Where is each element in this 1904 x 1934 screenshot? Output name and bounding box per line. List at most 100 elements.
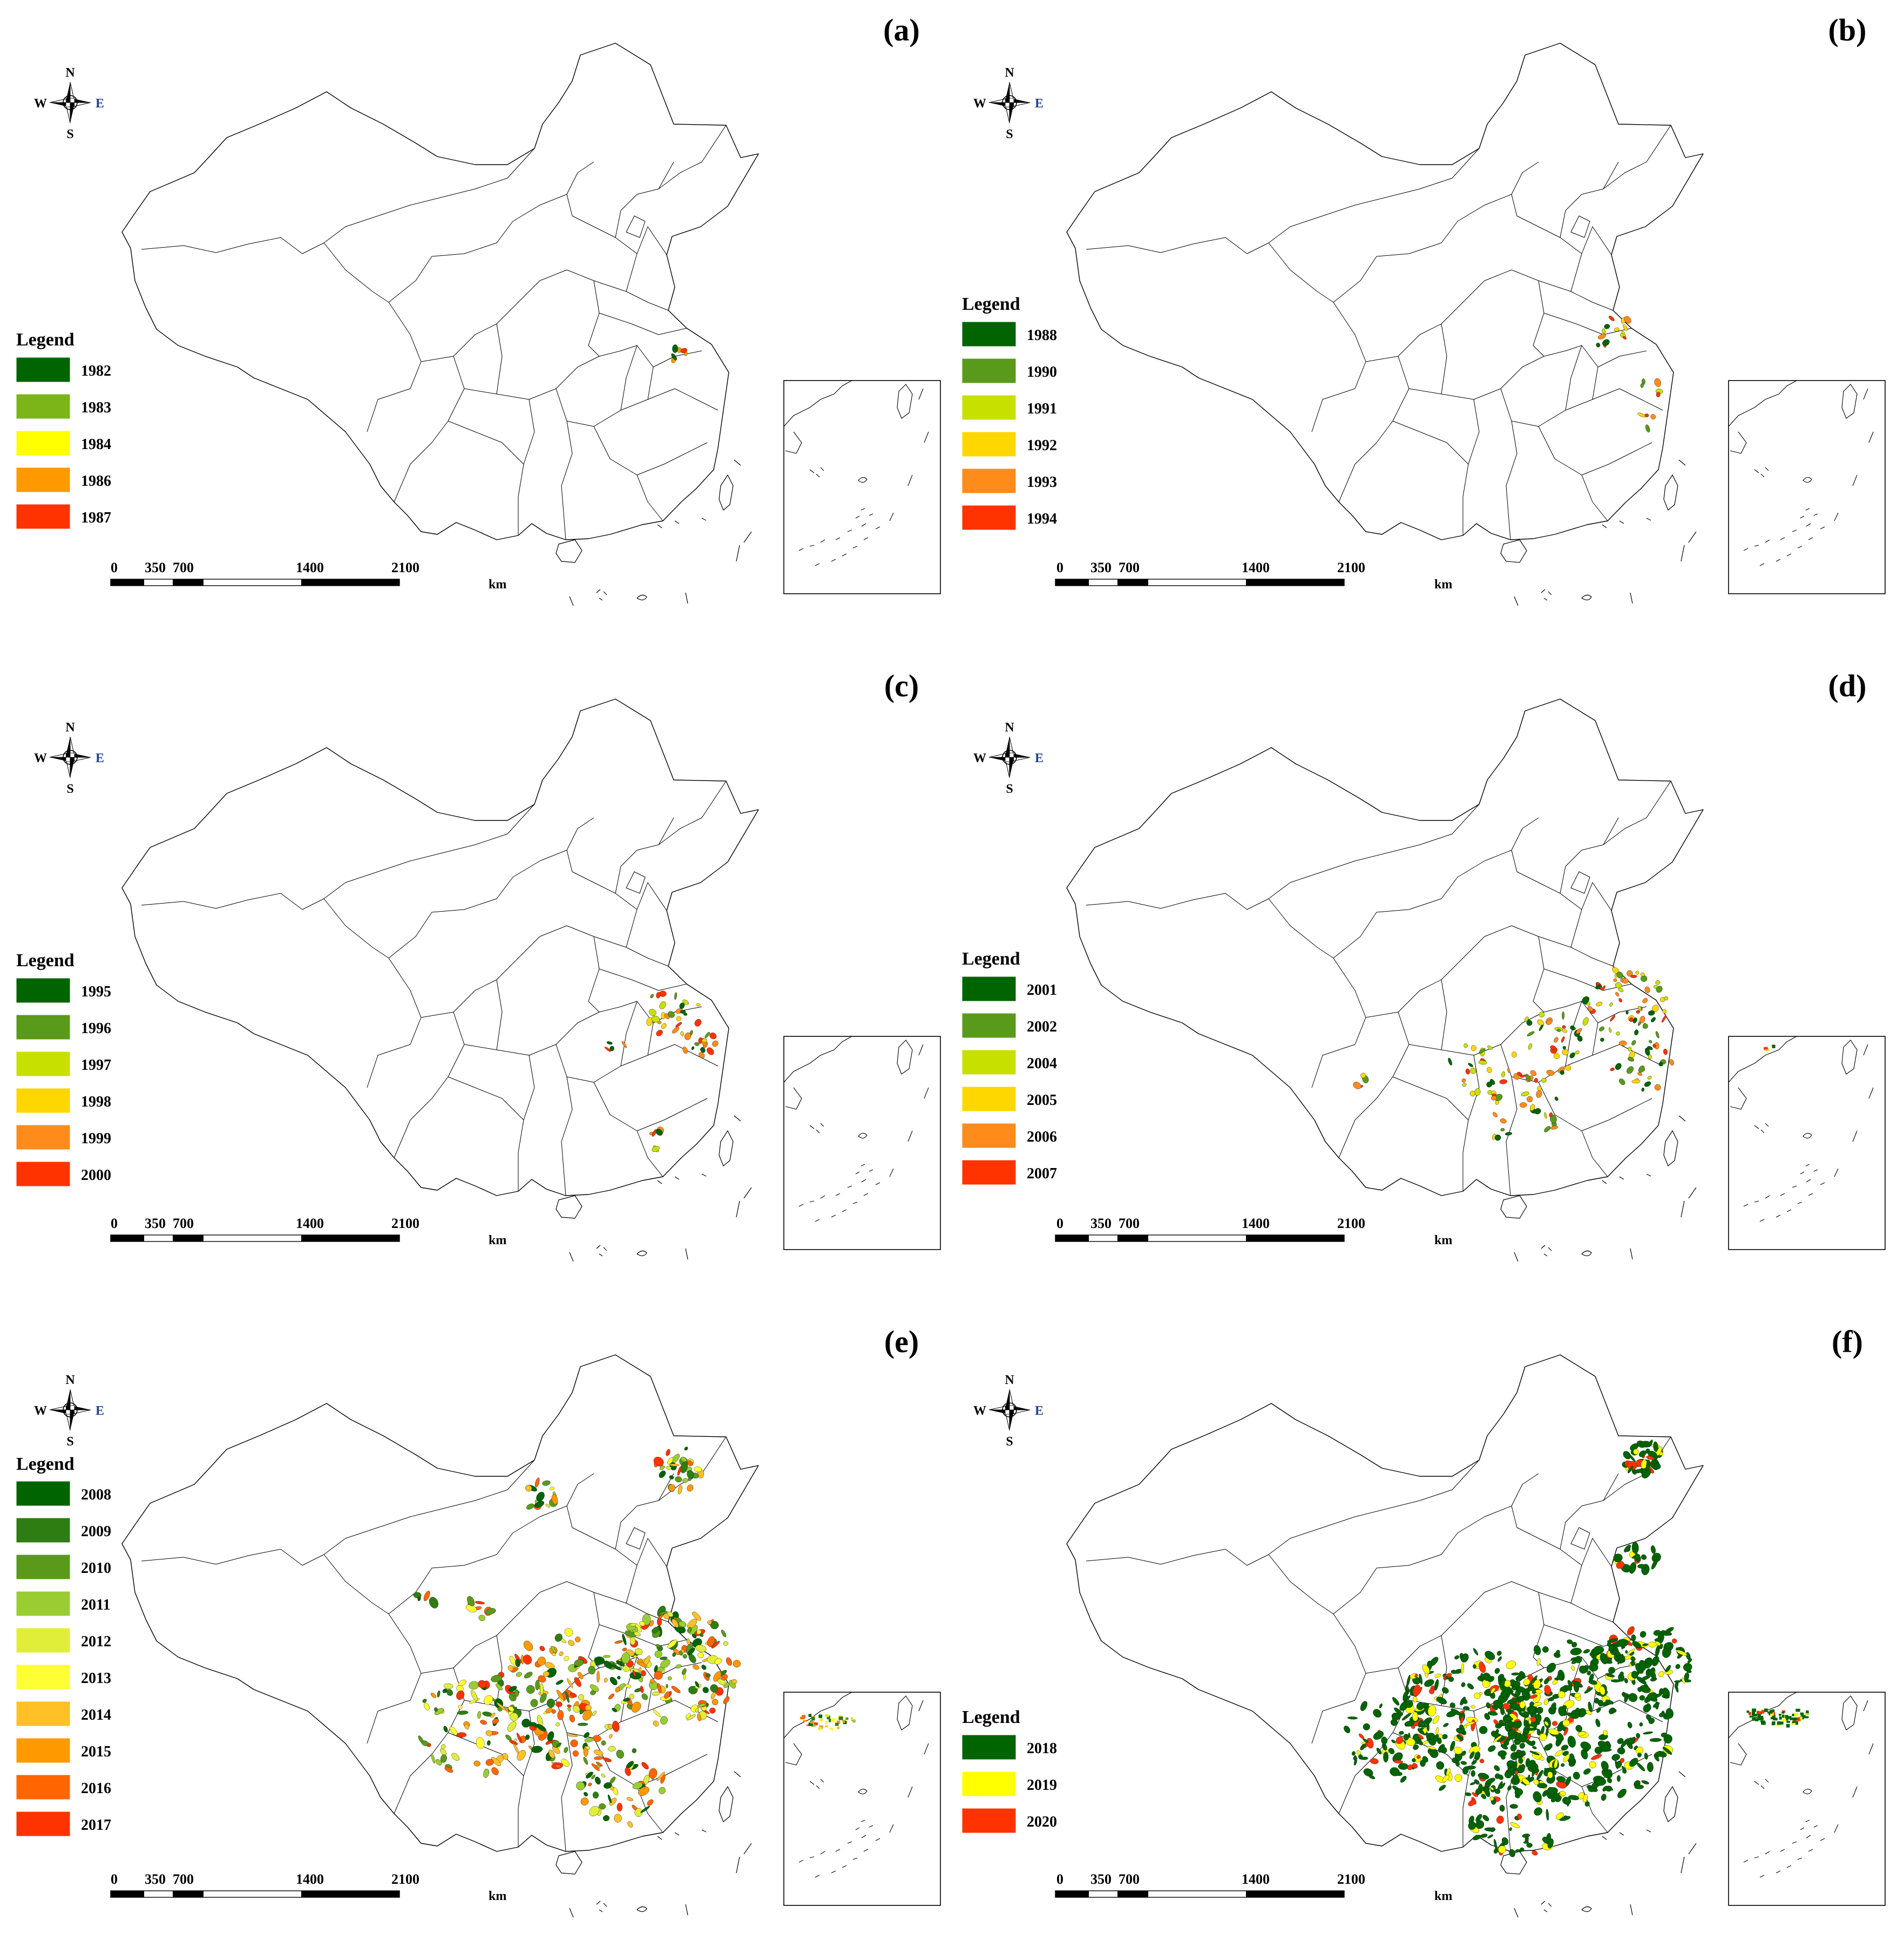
patch <box>621 1041 627 1048</box>
patch <box>686 1713 691 1719</box>
patch <box>1388 1748 1395 1754</box>
patch <box>1412 1712 1419 1721</box>
patch <box>682 1654 687 1659</box>
patch <box>1442 1775 1449 1782</box>
patch <box>515 1659 520 1667</box>
patch <box>535 1680 540 1691</box>
patch <box>1503 1741 1509 1746</box>
patch <box>1664 996 1669 1001</box>
patch <box>1687 1658 1692 1664</box>
patch <box>1516 1749 1521 1754</box>
legend-swatch <box>16 1554 71 1580</box>
scale-tick-label: 700 <box>1119 1216 1140 1231</box>
patch <box>1635 971 1639 975</box>
patch <box>1443 1723 1449 1727</box>
patch <box>1403 1734 1409 1741</box>
patch <box>1534 1108 1541 1115</box>
inset-patch <box>811 1716 815 1721</box>
patch <box>594 1756 604 1760</box>
patch <box>1583 1768 1591 1775</box>
patch <box>1547 1743 1553 1749</box>
legend-swatch <box>961 395 1017 420</box>
patch <box>1529 1694 1538 1699</box>
patch <box>1500 1691 1507 1698</box>
legend-year: 2000 <box>81 1167 111 1184</box>
scale-tick-label: 0 <box>111 560 118 575</box>
patch <box>601 1773 606 1778</box>
inset-patch <box>1781 1711 1785 1714</box>
patch <box>1645 424 1650 433</box>
patch <box>1468 1799 1476 1807</box>
china-map <box>1055 1354 1886 1918</box>
patch <box>1646 1460 1650 1471</box>
patch <box>1496 1651 1502 1656</box>
patch <box>1460 1761 1467 1765</box>
patch <box>1514 1760 1517 1770</box>
patch <box>1429 1688 1435 1694</box>
patch <box>609 1677 618 1686</box>
scale-tick-label: 2100 <box>391 560 419 575</box>
legend-title: Legend <box>16 1454 74 1474</box>
inset-patch <box>1786 1721 1790 1723</box>
patch <box>1554 1759 1558 1768</box>
patch <box>608 1693 615 1700</box>
legend-year: 2009 <box>81 1523 111 1540</box>
inset-patch <box>1776 1724 1781 1727</box>
patch <box>508 1686 517 1692</box>
patch <box>667 1676 672 1680</box>
patch <box>1420 1760 1426 1767</box>
patch <box>612 1707 617 1713</box>
patch <box>652 1691 660 1696</box>
patch <box>1439 1784 1446 1791</box>
patch <box>1601 1735 1606 1740</box>
patch <box>516 1672 522 1677</box>
patch <box>1351 1751 1356 1756</box>
patch <box>1648 1010 1655 1016</box>
patch <box>1480 1834 1488 1838</box>
patch <box>1360 1743 1366 1750</box>
patch <box>1659 1644 1663 1650</box>
inset-patch <box>1755 1719 1759 1721</box>
legend-title: Legend <box>962 949 1020 969</box>
patch <box>631 1701 641 1713</box>
compass-w: W <box>34 751 47 765</box>
patch <box>555 1680 564 1685</box>
patch <box>1536 1729 1541 1736</box>
patch <box>588 1666 596 1675</box>
patch <box>591 1763 600 1771</box>
patch <box>1656 986 1663 993</box>
compass-w: W <box>34 97 47 111</box>
patch <box>1405 1700 1413 1708</box>
patch <box>576 1781 585 1790</box>
patch <box>1360 1756 1368 1760</box>
north-arrow-compass: N S W E <box>34 721 104 796</box>
patch <box>1575 1050 1580 1055</box>
inset-patch <box>1806 1710 1809 1714</box>
patch <box>1522 1691 1528 1698</box>
patch <box>1585 1710 1592 1715</box>
patch <box>1571 1665 1575 1671</box>
patch <box>660 1659 670 1668</box>
patch <box>1456 1728 1463 1734</box>
patch <box>526 1685 535 1694</box>
patch <box>1638 1660 1646 1671</box>
patch <box>632 1748 637 1753</box>
patch <box>1507 1698 1518 1704</box>
patch <box>1424 1679 1434 1687</box>
patch <box>1467 1683 1474 1689</box>
patch <box>709 1032 717 1040</box>
patch <box>707 1047 714 1055</box>
patch <box>616 1803 623 1811</box>
inset-patch <box>837 1720 841 1724</box>
patch <box>442 1688 448 1693</box>
patch <box>629 1623 636 1627</box>
patch <box>1646 1762 1654 1772</box>
legend-year: 2020 <box>1027 1814 1057 1830</box>
patch <box>1418 1734 1424 1740</box>
patch <box>1413 1744 1419 1750</box>
patch <box>1589 1663 1598 1672</box>
patch <box>675 1664 682 1668</box>
patch <box>1615 1063 1622 1070</box>
inset-patch <box>1782 1719 1787 1721</box>
patch <box>1360 1073 1366 1078</box>
